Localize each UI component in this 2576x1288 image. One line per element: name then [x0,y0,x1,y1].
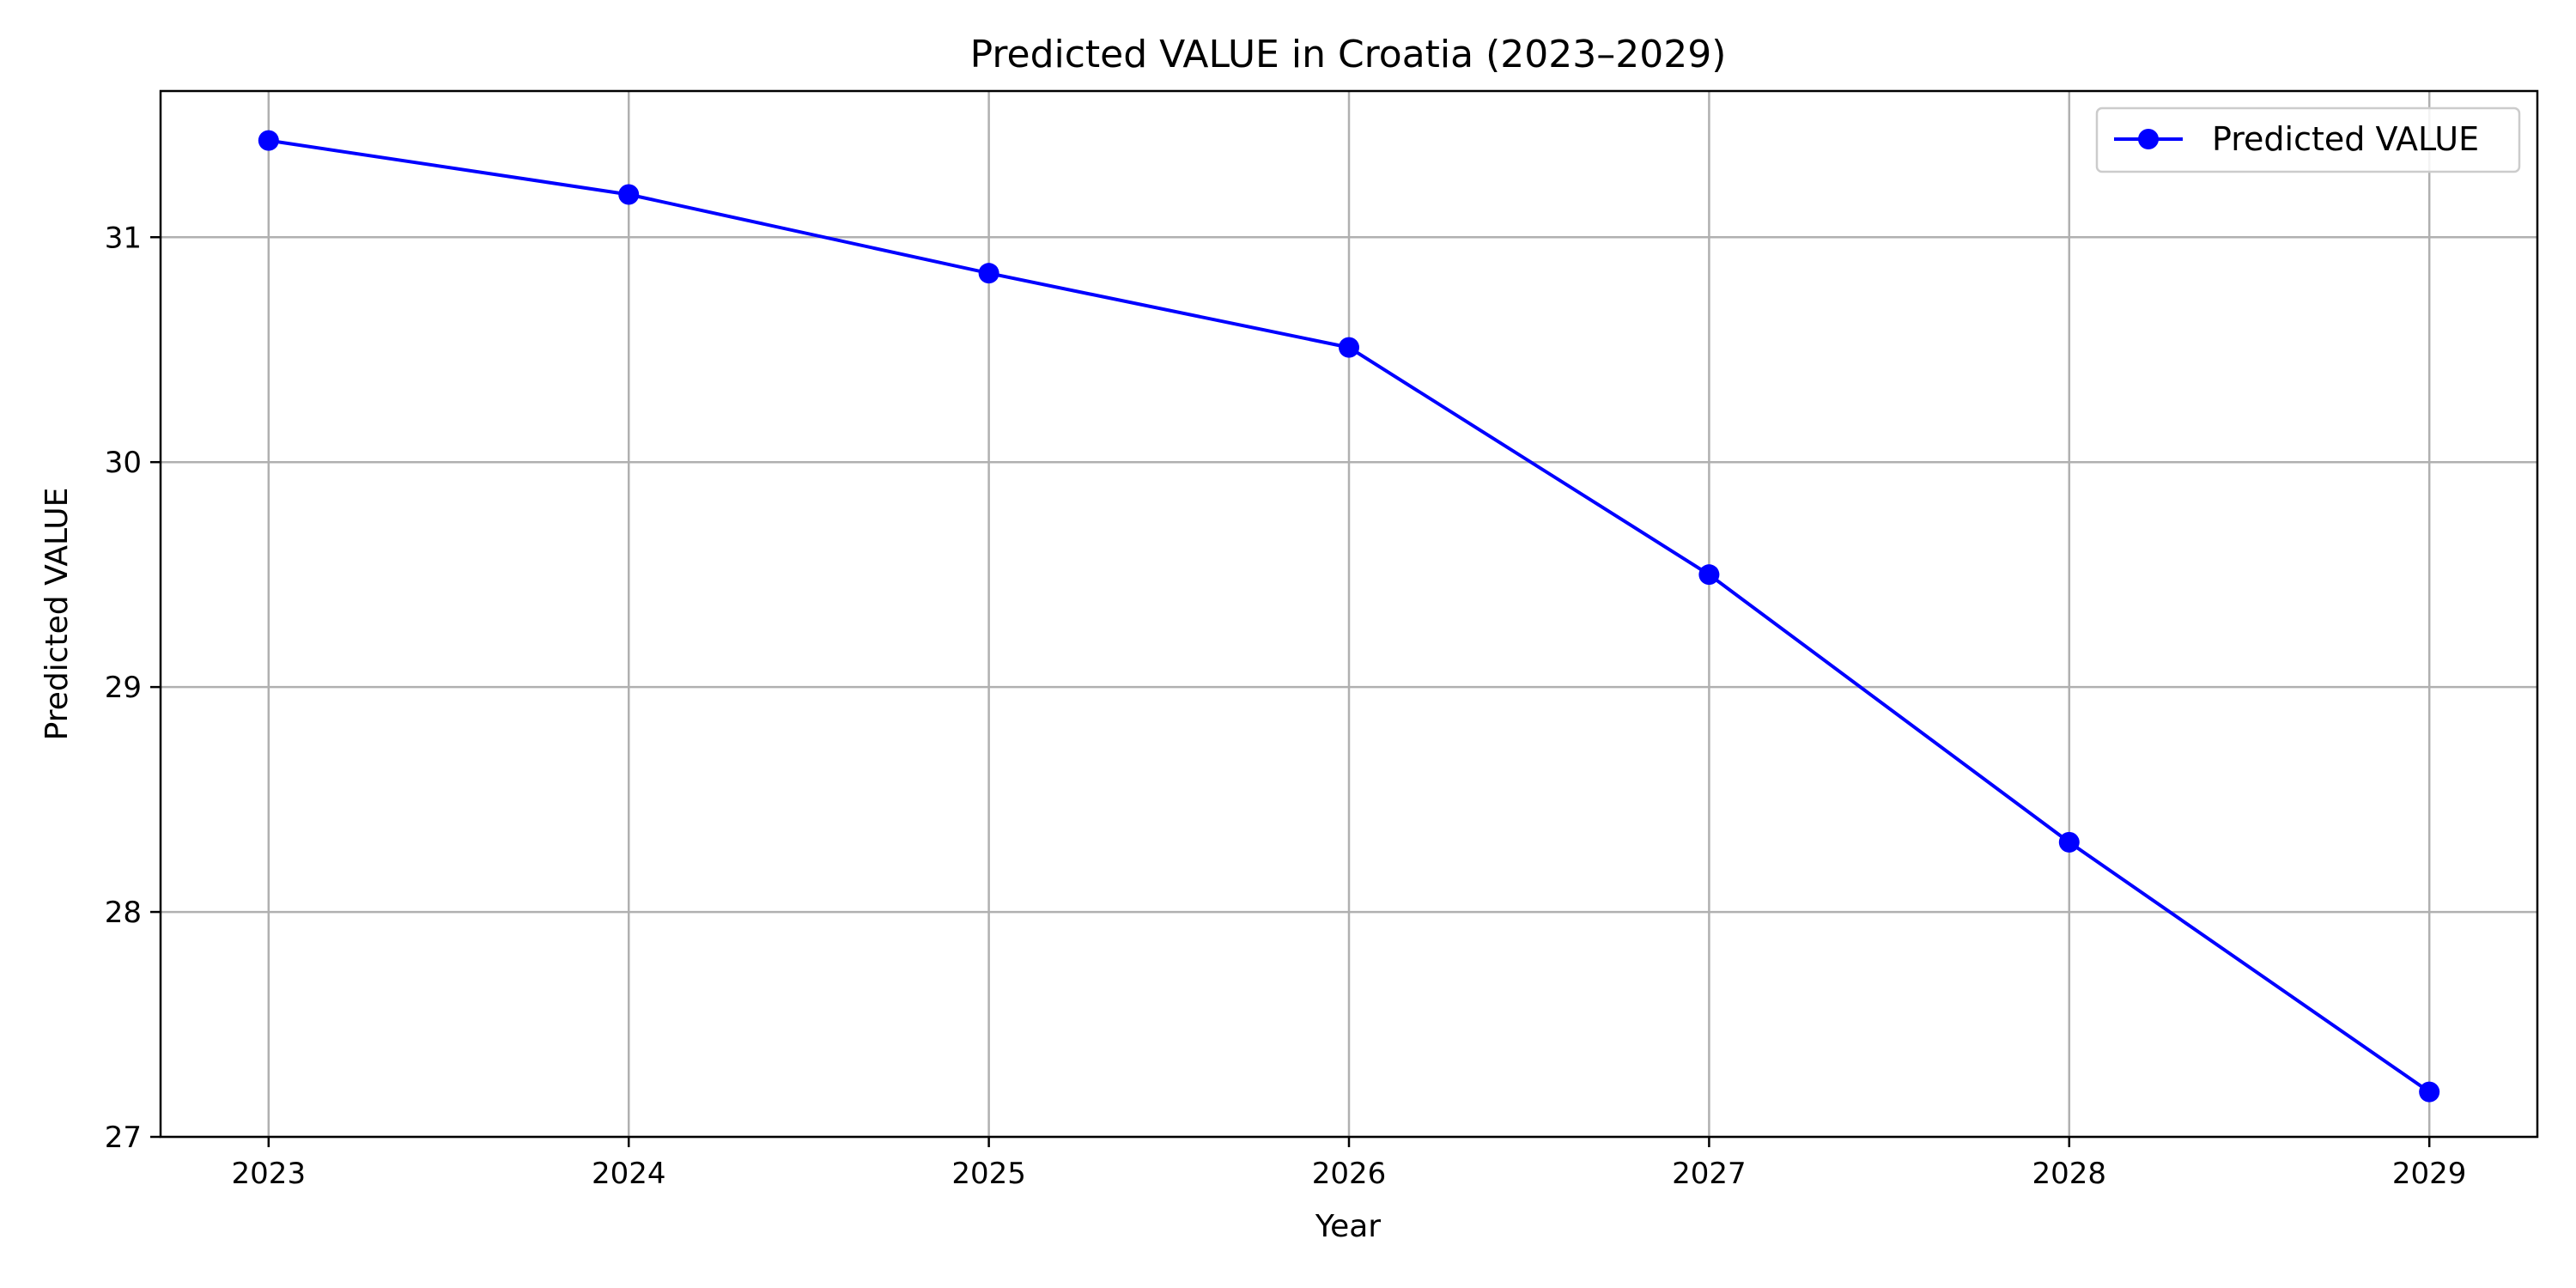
legend-label: Predicted VALUE [2212,120,2479,158]
legend: Predicted VALUE [2095,106,2521,173]
x-tick-label: 2023 [232,1157,307,1191]
data-point [258,130,279,151]
y-tick-label: 30 [105,446,142,480]
legend-box [2095,106,2521,173]
x-tick-label: 2025 [951,1157,1026,1191]
grid-lines [161,91,2537,1139]
data-point [618,184,640,205]
x-tick-label: 2027 [1672,1157,1747,1191]
y-axis-label: Predicted VALUE [39,488,75,741]
y-tick-label: 28 [105,896,142,930]
series-layer [258,130,2440,1103]
x-tick-label: 2024 [592,1157,666,1191]
y-tick-label: 31 [105,221,142,255]
x-tick-label: 2026 [1312,1157,1387,1191]
data-point [2058,831,2080,853]
x-axis-label: Year [1315,1209,1381,1244]
data-point [978,263,999,284]
data-point [1339,337,1359,358]
data-point [2419,1081,2440,1103]
x-tick-label: 2028 [2032,1157,2107,1191]
y-tick-label: 29 [105,671,142,705]
axis-ticks: 2023 2024 2025 2026 2027 2028 2029 27 28 29 30 31 [105,221,2467,1191]
legend-marker [2138,129,2159,149]
y-tick-label: 27 [105,1121,142,1155]
x-tick-label: 2029 [2392,1157,2467,1191]
data-point [1698,564,1720,586]
chart-title: Predicted VALUE in Croatia (2023–2029) [970,33,1727,76]
